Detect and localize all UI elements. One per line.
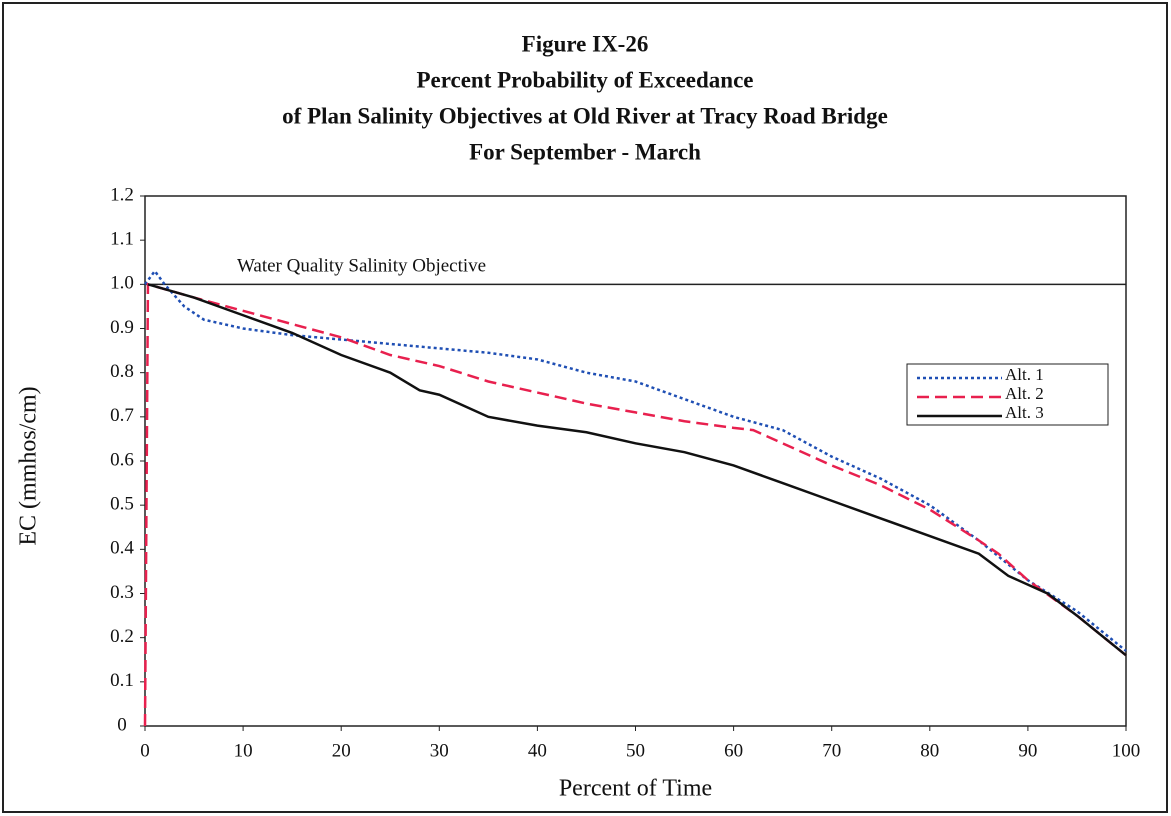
legend-label: Alt. 2 (1005, 384, 1044, 403)
y-tick-label: 0 (117, 714, 127, 735)
x-tick-label: 50 (626, 740, 645, 761)
y-tick-label: 0.7 (110, 405, 134, 426)
series-line (143, 282, 1127, 727)
reference-label: Water Quality Salinity Objective (237, 256, 486, 277)
x-tick-label: 60 (724, 740, 743, 761)
chart-title: Percent Probability of Exceedance (416, 67, 753, 92)
series-line (147, 283, 1127, 657)
x-tick-label: 30 (430, 740, 449, 761)
x-tick-label: 80 (920, 740, 939, 761)
x-tick-label: 20 (332, 740, 351, 761)
x-tick-label: 90 (1018, 740, 1037, 761)
x-tick-label: 0 (140, 740, 150, 761)
x-tick-label: 10 (234, 740, 253, 761)
x-axis-label: Percent of Time (559, 776, 712, 802)
legend-label: Alt. 3 (1005, 403, 1044, 422)
y-tick-label: 0.3 (110, 582, 134, 603)
y-tick-label: 1.0 (110, 273, 134, 294)
y-tick-label: 0.4 (110, 538, 134, 559)
y-tick-label: 0.1 (110, 670, 134, 691)
x-tick-label: 40 (528, 740, 547, 761)
x-tick-label: 100 (1112, 740, 1141, 761)
y-tick-label: 0.9 (110, 317, 134, 338)
chart-title: For September - March (469, 139, 701, 164)
y-tick-label: 0.6 (110, 449, 134, 470)
chart-title: Figure IX-26 (522, 31, 649, 56)
y-tick-label: 1.1 (110, 229, 134, 250)
y-tick-label: 1.2 (110, 184, 134, 205)
y-tick-label: 0.5 (110, 494, 134, 515)
x-tick-label: 70 (822, 740, 841, 761)
legend-label: Alt. 1 (1005, 365, 1044, 384)
chart-title: of Plan Salinity Objectives at Old River… (282, 103, 888, 128)
y-tick-label: 0.2 (110, 626, 134, 647)
series-line (143, 268, 1127, 652)
y-axis-label: EC (mmhos/cm) (16, 386, 42, 545)
y-tick-label: 0.8 (110, 361, 134, 382)
